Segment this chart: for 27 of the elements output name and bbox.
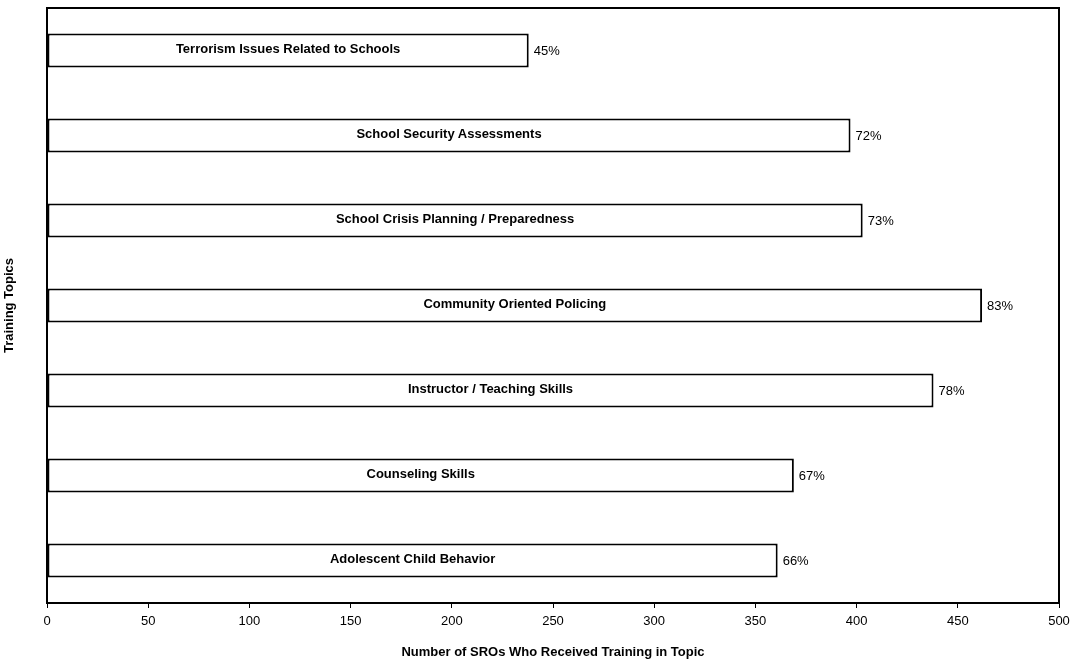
y-tick-label: Instructor / Teaching Skills: [407, 381, 574, 397]
annotation: 73%: [867, 213, 895, 229]
annotation: 67%: [798, 468, 826, 484]
y-tick-label: Community Oriented Policing: [423, 296, 607, 312]
y-axis-title: Training Topics: [1, 257, 17, 354]
x-tick-label: 500: [1048, 613, 1070, 629]
x-axis-title: Number of SROs Who Received Training in Topic: [401, 643, 705, 659]
x-tick-label: 150: [339, 613, 362, 629]
x-tick-label: 400: [845, 613, 868, 629]
annotation: 45%: [533, 43, 561, 59]
annotation: 66%: [782, 553, 810, 569]
y-tick-label: School Security Assessments: [356, 126, 542, 142]
y-tick-label: Adolescent Child Behavior: [329, 551, 496, 567]
y-tick-label: School Crisis Planning / Preparedness: [335, 211, 575, 227]
x-tick-label: 350: [744, 613, 767, 629]
annotation: 72%: [855, 128, 882, 144]
annotation: 83%: [987, 298, 1014, 314]
x-tick-label: 200: [440, 613, 463, 629]
x-tick-label: 0: [43, 613, 51, 629]
x-tick-label: 100: [238, 613, 261, 629]
y-tick-label: Counseling Skills: [366, 466, 475, 482]
y-tick-label: Terrorism Issues Related to Schools: [175, 41, 401, 57]
x-tick-label: 250: [542, 613, 564, 629]
annotation: 78%: [938, 383, 965, 399]
x-tick-label: 300: [643, 613, 666, 629]
x-tick-label: 450: [946, 613, 969, 629]
x-tick-label: 50: [140, 613, 156, 629]
